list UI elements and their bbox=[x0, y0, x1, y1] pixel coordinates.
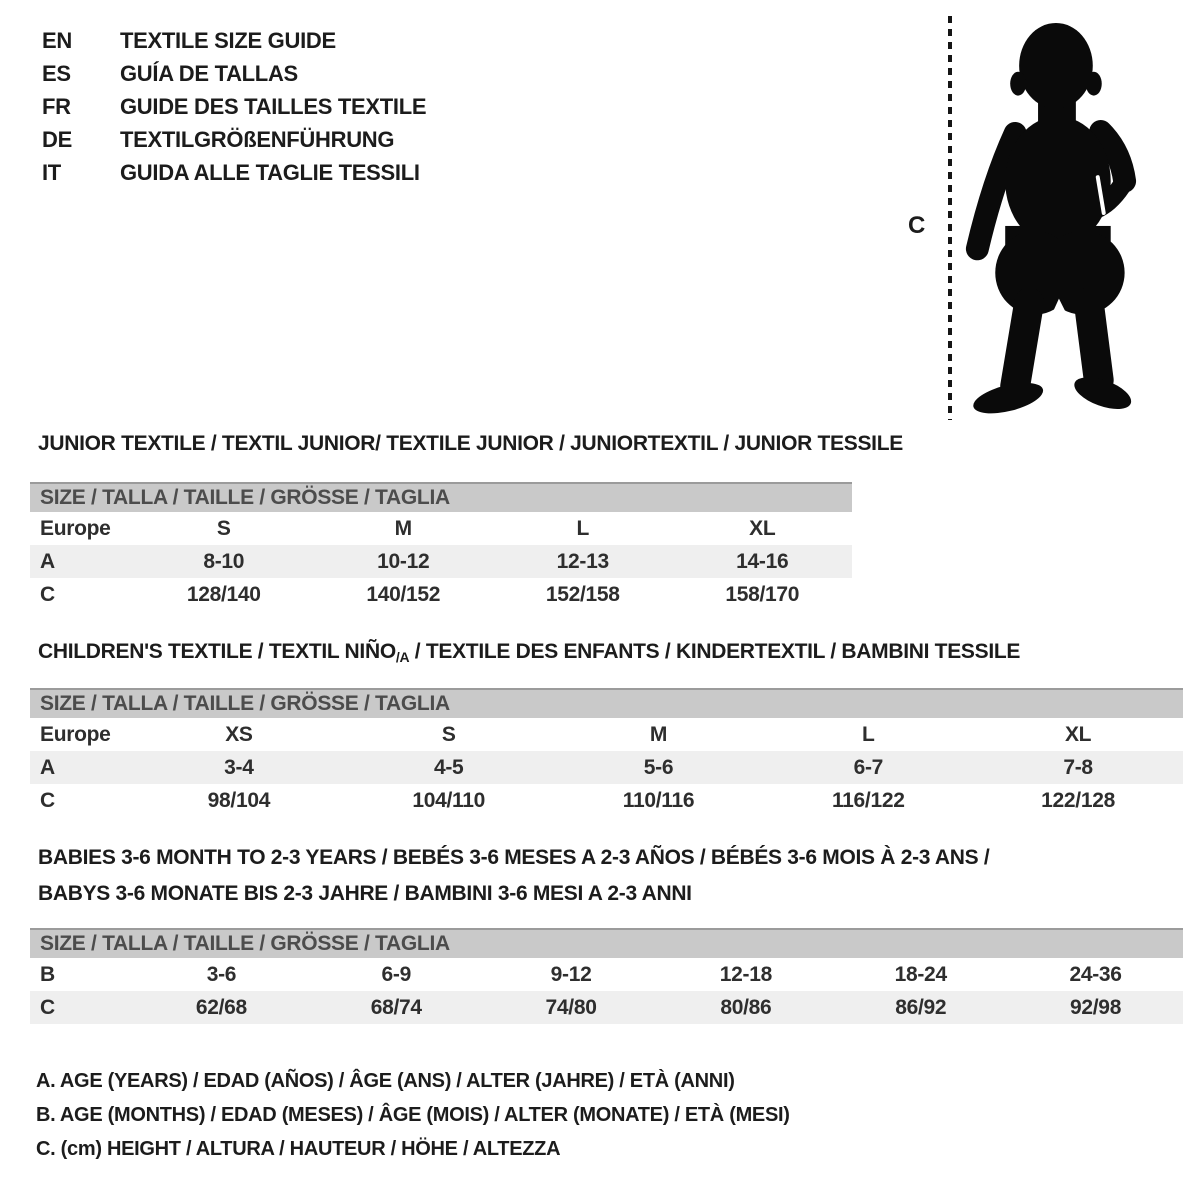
legend-line-a: A. AGE (YEARS) / EDAD (AÑOS) / ÂGE (ANS)… bbox=[36, 1070, 735, 1092]
size-header-label: SIZE / TALLA / TAILLE / GRÖSSE / TAGLIA bbox=[40, 932, 450, 955]
age-cell: 6-9 bbox=[381, 962, 412, 986]
table-row-europe: Europe S M L XL bbox=[30, 512, 852, 545]
language-row-it: IT GUIDA ALLE TAGLIE TESSILI bbox=[42, 156, 426, 189]
table-row-age: A 3-4 4-5 5-6 6-7 7-8 bbox=[30, 751, 1183, 784]
height-cell: 140/152 bbox=[366, 582, 441, 606]
children-size-table: SIZE / TALLA / TAILLE / GRÖSSE / TAGLIA … bbox=[30, 688, 1183, 817]
height-cell: 68/74 bbox=[370, 995, 422, 1019]
children-heading-post: / TEXTILE DES ENFANTS / KINDERTEXTIL / B… bbox=[409, 640, 1021, 663]
language-list: EN TEXTILE SIZE GUIDE ES GUÍA DE TALLAS … bbox=[42, 24, 427, 189]
row-label: B bbox=[40, 962, 55, 986]
age-cell: 6-7 bbox=[853, 755, 884, 779]
size-header-bar: SIZE / TALLA / TAILLE / GRÖSSE / TAGLIA bbox=[30, 482, 852, 512]
language-row-fr: FR GUIDE DES TAILLES TEXTILE bbox=[42, 90, 427, 123]
language-title: GUÍA DE TALLAS bbox=[120, 61, 298, 86]
age-cell: 3-4 bbox=[224, 755, 254, 779]
row-label: C bbox=[40, 995, 55, 1019]
age-cell: 14-16 bbox=[736, 549, 789, 573]
table-row-age: A 8-10 10-12 12-13 14-16 bbox=[30, 545, 852, 578]
height-cell: 62/68 bbox=[195, 995, 247, 1019]
language-row-de: DE TEXTILGRÖßENFÜHRUNG bbox=[42, 123, 426, 156]
size-cell: S bbox=[441, 722, 456, 746]
age-cell: 3-6 bbox=[206, 962, 237, 986]
babies-heading-line1: BABIES 3-6 MONTH TO 2-3 YEARS / BEBÉS 3-… bbox=[38, 846, 990, 869]
babies-heading-line2: BABYS 3-6 MONATE BIS 2-3 JAHRE / BAMBINI… bbox=[38, 882, 692, 905]
age-cell: 10-12 bbox=[377, 549, 430, 573]
measurement-legend: A. AGE (YEARS) / EDAD (AÑOS) / ÂGE (ANS)… bbox=[36, 1064, 790, 1166]
age-cell: 12-18 bbox=[719, 962, 773, 986]
language-title: TEXTILE SIZE GUIDE bbox=[120, 28, 336, 53]
height-measure-label: C bbox=[908, 212, 926, 239]
size-cell: XL bbox=[749, 516, 776, 540]
row-label: C bbox=[40, 788, 55, 812]
size-cell: M bbox=[649, 722, 668, 746]
language-row-en: EN TEXTILE SIZE GUIDE bbox=[42, 24, 426, 57]
height-cell: 152/158 bbox=[545, 582, 620, 606]
row-label: C bbox=[40, 582, 55, 606]
height-cell: 80/86 bbox=[720, 995, 772, 1019]
height-measure-dashed-line bbox=[948, 16, 952, 420]
language-title: TEXTILGRÖßENFÜHRUNG bbox=[120, 127, 395, 152]
height-cell: 122/128 bbox=[1041, 788, 1115, 812]
size-header-label: SIZE / TALLA / TAILLE / GRÖSSE / TAGLIA bbox=[40, 486, 450, 509]
table-row-age-months: B 3-6 6-9 9-12 12-18 18-24 24-36 bbox=[30, 958, 1183, 991]
age-cell: 24-36 bbox=[1069, 962, 1122, 986]
legend-line-c: C. (cm) HEIGHT / ALTURA / HAUTEUR / HÖHE… bbox=[36, 1138, 561, 1160]
language-code: ES bbox=[42, 61, 71, 86]
size-header-bar: SIZE / TALLA / TAILLE / GRÖSSE / TAGLIA bbox=[30, 928, 1183, 958]
size-cell: L bbox=[576, 516, 590, 540]
children-section-heading: CHILDREN'S TEXTILE / TEXTIL NIÑO/A / TEX… bbox=[38, 634, 1020, 671]
babies-section-heading: BABIES 3-6 MONTH TO 2-3 YEARS / BEBÉS 3-… bbox=[38, 840, 990, 912]
language-code: IT bbox=[42, 160, 61, 185]
size-cell: XS bbox=[225, 722, 253, 746]
age-cell: 18-24 bbox=[894, 962, 948, 986]
age-cell: 4-5 bbox=[433, 755, 464, 779]
height-cell: 74/80 bbox=[545, 995, 597, 1019]
age-cell: 9-12 bbox=[550, 962, 592, 986]
legend-line-b: B. AGE (MONTHS) / EDAD (MESES) / ÂGE (MO… bbox=[36, 1104, 790, 1126]
table-row-height: C 128/140 140/152 152/158 158/170 bbox=[30, 578, 852, 611]
size-cell: M bbox=[394, 516, 413, 540]
language-row-es: ES GUÍA DE TALLAS bbox=[42, 57, 426, 90]
babies-size-table: SIZE / TALLA / TAILLE / GRÖSSE / TAGLIA … bbox=[30, 928, 1183, 1024]
size-cell: L bbox=[862, 722, 875, 746]
age-cell: 5-6 bbox=[643, 755, 674, 779]
size-header-label: SIZE / TALLA / TAILLE / GRÖSSE / TAGLIA bbox=[40, 692, 450, 715]
junior-section-heading: JUNIOR TEXTILE / TEXTIL JUNIOR/ TEXTILE … bbox=[38, 432, 903, 455]
table-row-height: C 98/104 104/110 110/116 116/122 122/128 bbox=[30, 784, 1183, 817]
language-code: FR bbox=[42, 94, 71, 119]
row-label: Europe bbox=[40, 722, 111, 746]
height-cell: 86/92 bbox=[895, 995, 947, 1019]
junior-size-table: SIZE / TALLA / TAILLE / GRÖSSE / TAGLIA … bbox=[30, 482, 852, 611]
row-label: A bbox=[40, 755, 55, 779]
height-cell: 104/110 bbox=[412, 788, 486, 812]
height-cell: 128/140 bbox=[186, 582, 261, 606]
language-code: DE bbox=[42, 127, 72, 152]
table-row-europe: Europe XS S M L XL bbox=[30, 718, 1183, 751]
height-cell: 92/98 bbox=[1070, 995, 1122, 1019]
size-cell: S bbox=[216, 516, 231, 540]
height-cell: 98/104 bbox=[207, 788, 271, 812]
children-heading-pre: CHILDREN'S TEXTILE / TEXTIL NIÑO bbox=[38, 640, 396, 663]
language-title: GUIDE DES TAILLES TEXTILE bbox=[120, 94, 427, 119]
height-cell: 116/122 bbox=[831, 788, 905, 812]
height-cell: 158/170 bbox=[725, 582, 800, 606]
row-label: Europe bbox=[40, 516, 111, 540]
language-title: GUIDA ALLE TAGLIE TESSILI bbox=[120, 160, 420, 185]
age-cell: 12-13 bbox=[556, 549, 610, 573]
table-row-height: C 62/68 68/74 74/80 80/86 86/92 92/98 bbox=[30, 991, 1183, 1024]
size-cell: XL bbox=[1064, 722, 1092, 746]
baby-silhouette-icon bbox=[965, 22, 1137, 414]
age-cell: 8-10 bbox=[203, 549, 245, 573]
children-heading-sub: /A bbox=[395, 649, 410, 665]
age-cell: 7-8 bbox=[1063, 755, 1093, 779]
language-code: EN bbox=[42, 28, 72, 53]
height-cell: 110/116 bbox=[622, 788, 695, 812]
row-label: A bbox=[40, 549, 55, 573]
size-header-bar: SIZE / TALLA / TAILLE / GRÖSSE / TAGLIA bbox=[30, 688, 1183, 718]
